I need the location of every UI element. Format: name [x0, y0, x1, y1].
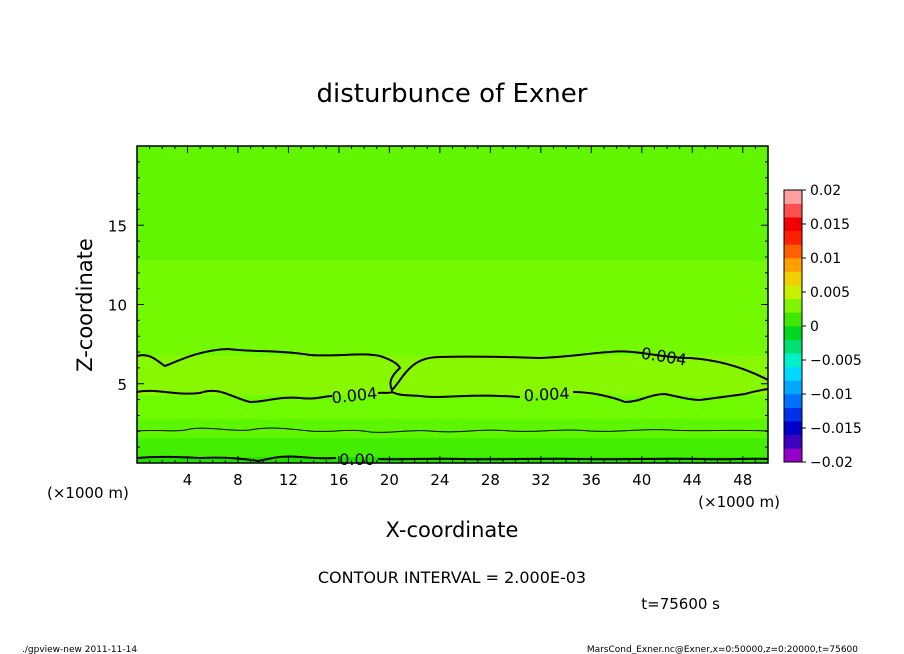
colorbar-swatch — [784, 230, 802, 245]
x-tick-label: 36 — [582, 471, 601, 489]
contour-label: 0.004 — [331, 384, 379, 408]
colorbar-tick-label: 0.015 — [810, 217, 850, 233]
colorbar-swatch — [784, 380, 802, 395]
colorbar-tick-label: 0.02 — [810, 183, 841, 199]
colorbar-swatch — [784, 298, 802, 313]
colorbar-swatch — [784, 312, 802, 327]
x-unit-right: (×1000 m) — [698, 493, 780, 511]
y-tick-label: 10 — [108, 297, 127, 315]
colorbar — [784, 190, 802, 463]
x-tick-label: 40 — [632, 471, 651, 489]
x-unit-left: (×1000 m) — [47, 484, 129, 502]
colorbar-tick-label: −0.015 — [810, 421, 862, 437]
contour-band — [137, 456, 768, 463]
x-tick-label: 8 — [233, 471, 243, 489]
colorbar-swatch — [784, 244, 802, 259]
x-tick-label: 32 — [531, 471, 550, 489]
footer-right: MarsCond_Exner.nc@Exner,x=0:50000,z=0:20… — [587, 645, 858, 654]
time-label: t=75600 s — [641, 595, 720, 613]
x-tick-label: 44 — [683, 471, 702, 489]
x-tick-label: 28 — [481, 471, 500, 489]
x-tick-label: 20 — [380, 471, 399, 489]
contour-lines — [137, 347, 768, 463]
colorbar-swatch — [784, 258, 802, 272]
colorbar-swatch — [784, 421, 802, 436]
colorbar-swatch — [784, 407, 802, 422]
contour-fill — [137, 146, 768, 463]
colorbar-swatch — [784, 434, 802, 449]
colorbar-tick-label: 0.01 — [810, 251, 841, 267]
contour-label: 0.00 — [339, 450, 375, 469]
colorbar-ticks: 0.02 0.015 0.01 0.005 0 −0.005 −0.01 −0.015 −0.0… — [802, 183, 862, 471]
contour-band — [137, 437, 768, 458]
colorbar-swatch — [784, 339, 802, 354]
contour-line-0.00 — [137, 455, 768, 463]
contour-label: 0.004 — [523, 384, 570, 405]
y-tick-label: 15 — [108, 217, 127, 235]
contour-band — [137, 418, 768, 439]
colorbar-swatch — [784, 203, 802, 218]
contour-band — [137, 394, 768, 420]
x-tick-label: 24 — [430, 471, 449, 489]
colorbar-swatch — [784, 285, 802, 300]
y-axis-label: Z-coordinate — [73, 238, 97, 372]
colorbar-swatch — [784, 448, 802, 463]
colorbar-swatch — [784, 353, 802, 368]
contour-band — [137, 260, 768, 356]
colorbar-tick-label: 0.005 — [810, 285, 850, 301]
contour-line-lower-0.004 — [137, 388, 768, 404]
colorbar-swatch — [784, 271, 802, 286]
colorbar-swatch — [784, 326, 802, 340]
x-axis-label: X-coordinate — [386, 518, 519, 542]
contour-band — [137, 355, 768, 396]
contour-interval: CONTOUR INTERVAL = 2.000E-03 — [318, 568, 586, 587]
chart-title: disturbunce of Exner — [317, 79, 588, 109]
y-axis: 5 10 15 — [108, 161, 768, 448]
colorbar-tick-label: −0.01 — [810, 387, 853, 403]
footer-left: ./gpview-new 2011-11-14 — [22, 645, 137, 654]
contour-band — [137, 146, 768, 261]
x-tick-label: 48 — [733, 471, 752, 489]
x-tick-label: 16 — [329, 471, 348, 489]
colorbar-swatch — [784, 217, 802, 232]
colorbar-swatch — [784, 394, 802, 408]
colorbar-swatch — [784, 190, 802, 204]
x-tick-label: 4 — [183, 471, 193, 489]
x-axis: 4 8 12 16 20 24 28 32 36 40 44 48 — [149, 146, 756, 489]
colorbar-tick-label: 0 — [810, 319, 819, 335]
contour-line-upper-0.004 — [137, 347, 768, 392]
y-tick-label: 5 — [117, 376, 127, 394]
colorbar-tick-label: −0.005 — [810, 353, 862, 369]
x-tick-label: 12 — [279, 471, 298, 489]
contour-line-0.002 — [137, 427, 768, 433]
colorbar-swatch — [784, 366, 802, 381]
colorbar-tick-label: −0.02 — [810, 455, 853, 471]
